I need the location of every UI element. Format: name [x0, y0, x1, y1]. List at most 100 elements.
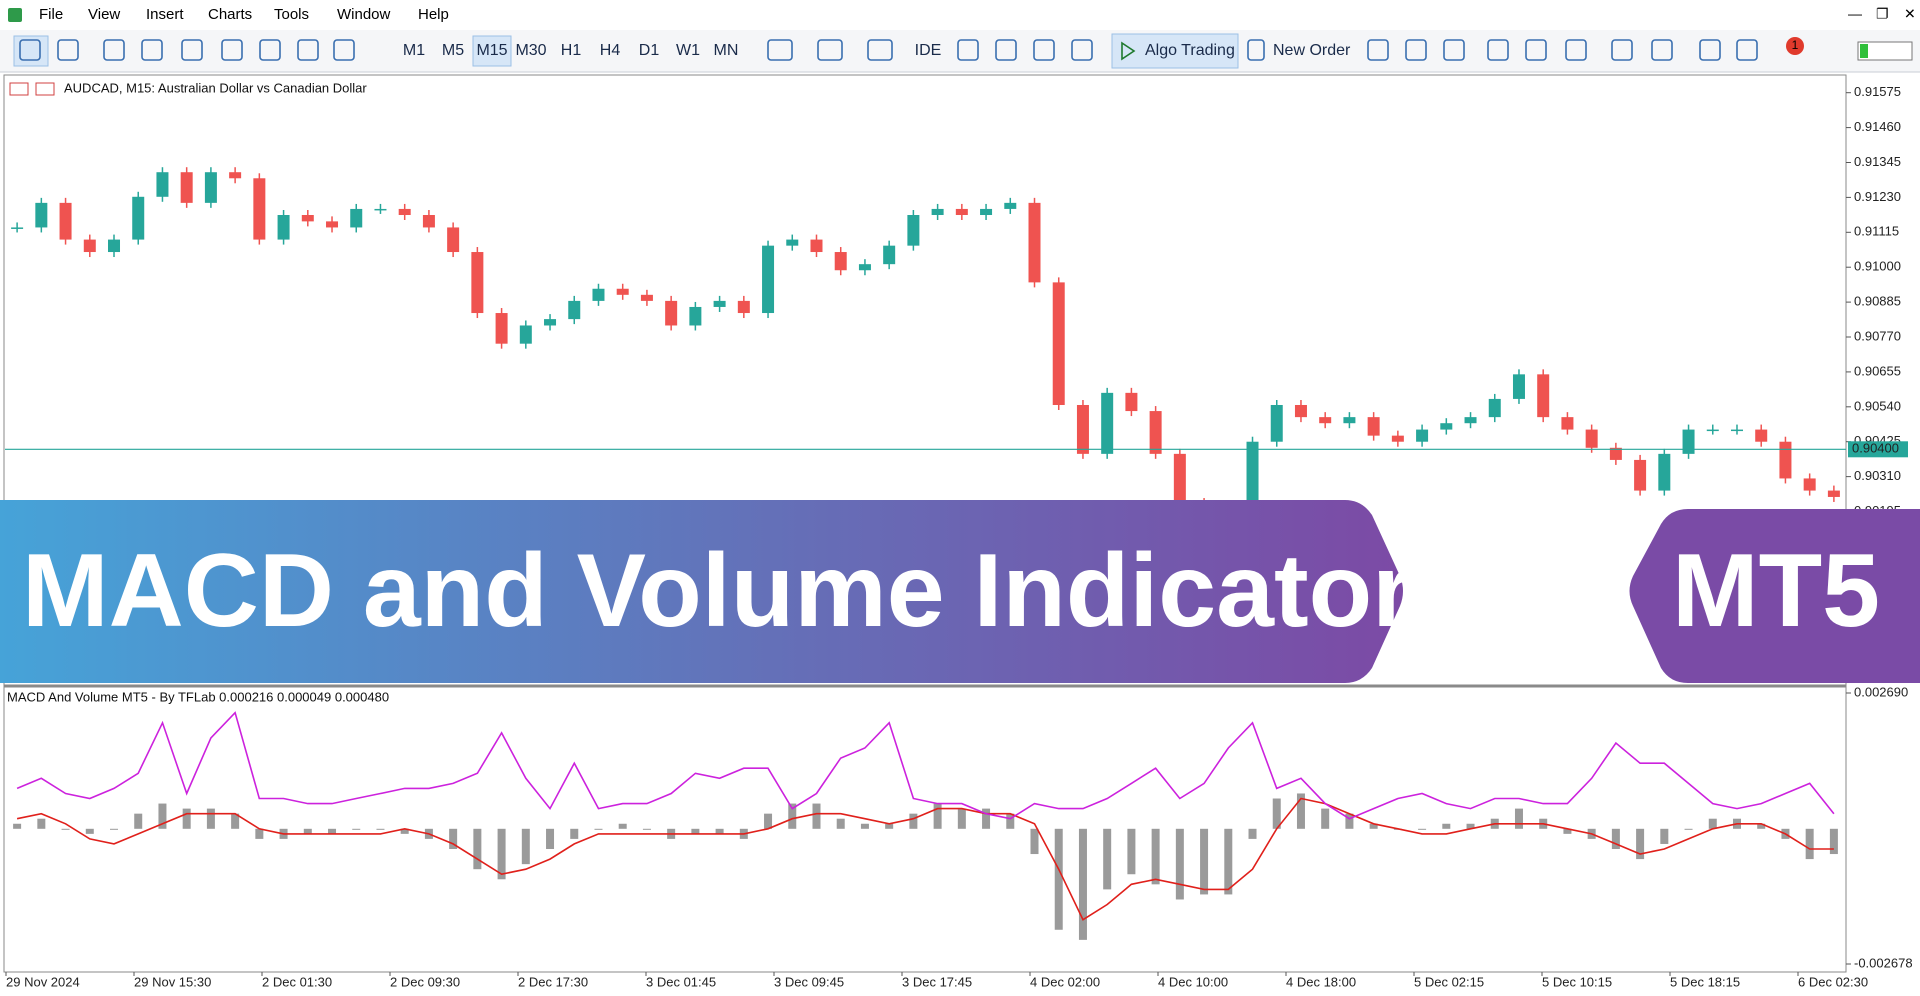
macd-bar [1200, 828, 1209, 895]
toolbar-icon[interactable] [221, 39, 243, 61]
macd-bar [13, 823, 22, 829]
macd-bar [836, 818, 845, 829]
toolbar-icon[interactable] [1736, 39, 1758, 61]
toolbar-icon[interactable] [297, 39, 319, 61]
timeframe-button[interactable]: M5 [442, 42, 464, 59]
toolbar-icon[interactable] [1247, 39, 1265, 61]
chart-title: AUDCAD, M15: Australian Dollar vs Canadi… [64, 80, 367, 95]
timeframe-button[interactable]: H4 [600, 42, 621, 59]
candle [1706, 429, 1719, 432]
candle [1101, 392, 1114, 454]
toolbar-icon[interactable] [1699, 39, 1721, 61]
macd-bar [1684, 828, 1693, 830]
toolbar-icon[interactable] [1565, 39, 1587, 61]
toolbar-icon[interactable] [1611, 39, 1633, 61]
macd-bar [691, 828, 700, 834]
menu-item[interactable]: Charts [208, 6, 252, 23]
candle [1416, 429, 1429, 442]
candle [156, 172, 169, 197]
candle [568, 300, 581, 320]
candle [1634, 459, 1647, 491]
candle [253, 178, 266, 240]
y-tick-label: 0.91345 [1854, 154, 1901, 169]
menu-item[interactable]: Tools [274, 6, 309, 23]
toolbar-icon[interactable] [259, 39, 281, 61]
timeframe-button[interactable]: MN [714, 42, 739, 59]
x-tick-label: 4 Dec 18:00 [1286, 974, 1356, 989]
macd-bar [1296, 793, 1305, 829]
timeframe-button[interactable]: M15 [476, 42, 507, 59]
y-tick-label: 0.91115 [1854, 224, 1899, 239]
macd-bar [521, 828, 530, 865]
candle [108, 239, 121, 253]
ide-button[interactable]: IDE [915, 42, 942, 59]
timeframe-button[interactable]: W1 [676, 42, 700, 59]
menu-item[interactable]: Window [337, 6, 391, 23]
macd-bar [1345, 813, 1354, 829]
candle [883, 245, 896, 265]
macd-bar [85, 828, 94, 834]
toolbar-icon[interactable] [1525, 39, 1547, 61]
new-order-button[interactable]: New Order [1273, 42, 1351, 59]
x-tick-label: 4 Dec 10:00 [1158, 974, 1228, 989]
y-tick-label: 0.91230 [1854, 189, 1901, 204]
candle [1561, 417, 1574, 430]
algo-trading-button[interactable]: Algo Trading [1145, 42, 1235, 59]
toolbar-icon[interactable] [957, 39, 979, 61]
candle [1779, 441, 1792, 479]
toolbar-icon[interactable] [995, 39, 1017, 61]
candle [1488, 398, 1501, 418]
window-control[interactable]: ✕ [1904, 6, 1916, 22]
toolbar-icon[interactable] [817, 39, 843, 61]
menu-item[interactable]: View [88, 6, 120, 23]
y-tick-label: 0.91575 [1854, 84, 1901, 99]
timeframe-button[interactable]: D1 [639, 42, 660, 59]
candle [1585, 429, 1598, 448]
candle [204, 172, 217, 203]
window-control[interactable]: ❐ [1876, 6, 1889, 22]
toolbar-icon[interactable] [767, 39, 793, 61]
timeframe-button[interactable]: H1 [561, 42, 582, 59]
macd-bar [788, 803, 797, 829]
toolbar-icon[interactable] [141, 39, 163, 61]
macd-bar [206, 808, 215, 829]
macd-bar [473, 828, 482, 870]
y-tick-label: 0.91460 [1854, 119, 1901, 134]
menu-item[interactable]: Help [418, 6, 449, 23]
timeframe-button[interactable]: M1 [403, 42, 425, 59]
macd-bar [1514, 808, 1523, 829]
toolbar-icon[interactable] [57, 39, 79, 61]
level-fill [1860, 44, 1868, 58]
candle [277, 215, 290, 240]
candle [1004, 202, 1017, 209]
window-control[interactable]: — [1848, 6, 1862, 22]
toolbar-icon[interactable] [19, 39, 41, 61]
candle [11, 227, 24, 229]
toolbar-icon[interactable] [1071, 39, 1093, 61]
toolbar-icon[interactable] [1651, 39, 1673, 61]
toolbar-icon[interactable] [1405, 39, 1427, 61]
menu-item[interactable]: File [39, 6, 63, 23]
toolbar-icon[interactable] [1033, 39, 1055, 61]
toolbar-icon[interactable] [1487, 39, 1509, 61]
menu-item[interactable]: Insert [146, 6, 184, 23]
timeframe-button[interactable]: M30 [515, 42, 546, 59]
candle [1028, 202, 1041, 283]
toolbar-icon[interactable] [867, 39, 893, 61]
macd-bar [860, 823, 869, 829]
macd-bar [1636, 828, 1645, 860]
candle [1367, 417, 1380, 436]
indicator-title: MACD And Volume MT5 - By TFLab 0.000216 … [7, 689, 389, 704]
toolbar-icon[interactable] [1443, 39, 1465, 61]
candle [1730, 429, 1743, 432]
toolbar-icon[interactable] [1367, 39, 1389, 61]
current-price-label: 0.90400 [1852, 441, 1899, 456]
toolbar-icon[interactable] [333, 39, 355, 61]
macd-bar [885, 823, 894, 829]
toolbar-icon[interactable] [181, 39, 203, 61]
y-tick-label: 0.90655 [1854, 363, 1901, 378]
macd-bar [61, 828, 70, 830]
toolbar-icon[interactable] [103, 39, 125, 61]
candle [35, 202, 48, 228]
